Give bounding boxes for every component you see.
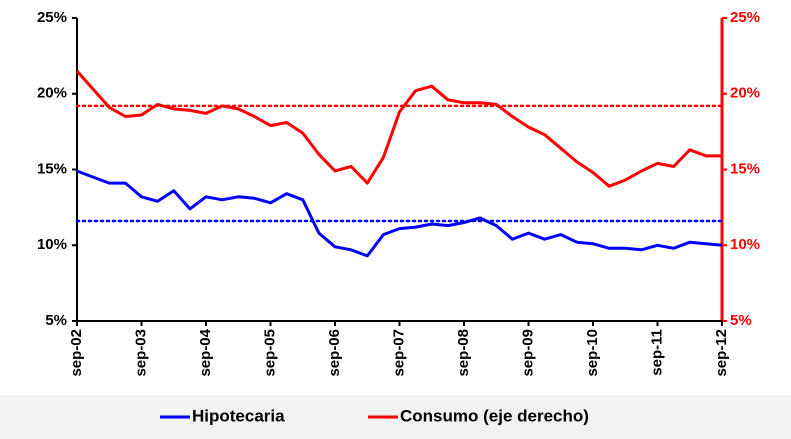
legend-label: Hipotecaria (192, 406, 285, 425)
x-tick-label: sep-09 (519, 329, 536, 377)
x-tick-label: sep-02 (68, 329, 85, 377)
y2-tick-label: 5% (730, 312, 752, 329)
x-tick-label: sep-03 (132, 329, 149, 377)
x-tick-label: sep-05 (261, 329, 278, 377)
y2-tick-label: 25% (730, 9, 760, 26)
x-tick-label: sep-11 (648, 329, 665, 376)
x-tick-label: sep-08 (455, 329, 472, 377)
x-tick-label: sep-10 (584, 329, 601, 377)
y2-tick-label: 20% (730, 85, 760, 102)
x-tick-label: sep-07 (390, 329, 407, 377)
series-line (75, 70, 722, 188)
y-tick-label: 15% (37, 160, 67, 177)
y-tick-label: 20% (37, 85, 67, 102)
y-tick-label: 25% (37, 9, 67, 26)
y-tick-label: 10% (37, 236, 67, 253)
y-tick-label: 5% (45, 312, 67, 329)
x-tick-label: sep-04 (197, 328, 214, 376)
y2-tick-label: 15% (730, 160, 760, 177)
x-tick-label: sep-12 (713, 329, 730, 377)
y2-tick-label: 10% (730, 236, 760, 253)
legend-label: Consumo (eje derecho) (400, 406, 589, 425)
series-line (76, 169, 723, 258)
x-tick-label: sep-06 (326, 329, 343, 377)
